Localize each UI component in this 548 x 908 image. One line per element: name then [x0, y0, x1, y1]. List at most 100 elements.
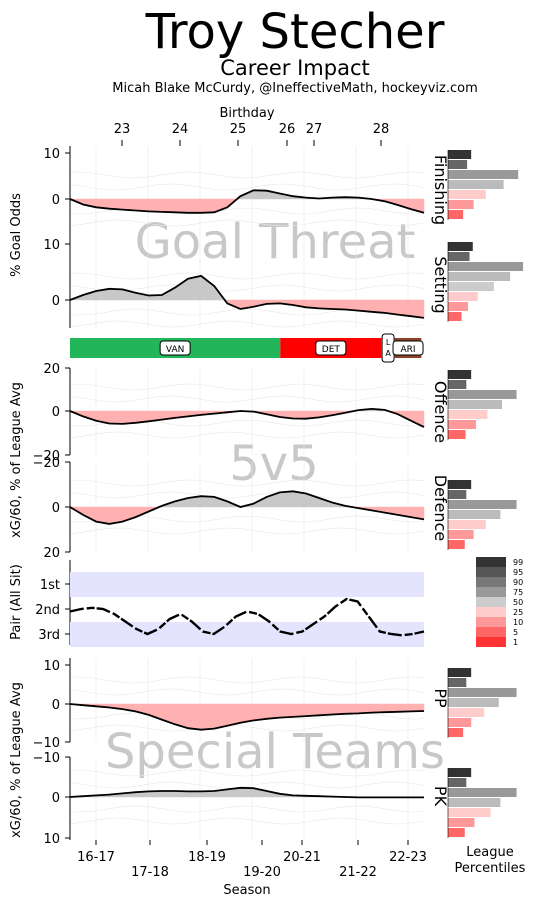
percentile-bar — [448, 410, 488, 419]
percentile-bar — [448, 688, 517, 697]
area-segment — [305, 703, 320, 717]
percentile-bar — [448, 160, 468, 169]
impact-line-pk — [69, 786, 424, 799]
birthday-tick-label: 25 — [230, 122, 247, 137]
area-segment — [187, 198, 202, 214]
area-segment — [279, 490, 294, 508]
season-tick-label: 22-23 — [389, 850, 427, 865]
percentile-bar — [448, 210, 464, 219]
area-segment — [187, 703, 202, 731]
legend-label: 75 — [513, 588, 523, 597]
area-segment — [213, 703, 228, 729]
background-trace — [69, 320, 425, 328]
percentile-bar — [448, 728, 464, 737]
percentile-bar — [448, 190, 486, 199]
area-segment — [200, 198, 215, 214]
area-segment — [82, 506, 97, 523]
percentile-bar — [448, 798, 501, 807]
legend-swatch — [476, 637, 506, 647]
y-tick-label: 0 — [52, 193, 60, 208]
section-label-5v5: 5v5 — [229, 436, 318, 492]
background-trace — [69, 676, 425, 684]
area-segment — [253, 703, 267, 721]
pair-tick-label: 3rd — [38, 628, 60, 643]
legend-title-line2: Percentiles — [455, 861, 526, 876]
player-title: Troy Stecher — [145, 4, 445, 60]
impact-line-setting — [69, 274, 425, 319]
percentile-bar — [448, 312, 462, 321]
area-segment — [122, 198, 136, 211]
birthday-tick-label: 28 — [373, 122, 390, 137]
area-segment — [122, 410, 136, 425]
panel-label-defence: Defence — [431, 475, 450, 541]
percentile-bar — [448, 242, 473, 251]
y-tick-label: 10 — [43, 147, 60, 162]
background-trace — [69, 724, 425, 732]
team-badge-label: DET — [322, 345, 341, 355]
area-segment — [174, 278, 189, 301]
first-pair-band — [70, 572, 424, 597]
legend-label: 99 — [513, 558, 523, 567]
percentile-bar — [448, 490, 467, 499]
percentile-bar — [448, 272, 511, 281]
legend-swatch — [476, 597, 506, 607]
y-axis-label: xG/60, % of League Avg — [9, 382, 24, 538]
y-tick-label: 0 — [52, 501, 60, 516]
y-axis-label: xG/60, % of League Avg — [9, 682, 24, 838]
impact-line-finishing — [69, 189, 425, 214]
birthday-tick-label: 27 — [306, 122, 323, 137]
percentile-bar — [448, 540, 465, 549]
y-tick-label: 10 — [43, 832, 60, 847]
area-segment — [331, 703, 346, 715]
impact-line-defence — [69, 490, 425, 525]
area-segment — [266, 703, 281, 720]
percentile-bar — [448, 510, 501, 519]
team-badge-label: L — [386, 338, 391, 347]
percentile-bar — [448, 808, 491, 817]
legend-label: 25 — [513, 608, 523, 617]
percentile-bar — [448, 708, 485, 717]
y-tick-label: 0 — [52, 791, 60, 806]
season-tick-label: 17-18 — [131, 865, 169, 880]
legend-label: 1 — [513, 638, 518, 647]
legend-swatch — [476, 567, 506, 577]
panel-label-finishing: Finishing — [431, 155, 450, 225]
background-trace — [69, 171, 425, 179]
percentile-bar — [448, 302, 468, 311]
section-label-special-teams: Special Teams — [105, 724, 445, 780]
panel-label-pk: PK — [431, 786, 450, 807]
chart-credit: Micah Blake McCurdy, @IneffectiveMath, h… — [112, 81, 478, 96]
season-tick-label: 19-20 — [243, 865, 281, 880]
y-tick-label: 0 — [52, 405, 60, 420]
y-axis-label: % Goal Odds — [9, 193, 24, 277]
area-segment — [345, 703, 359, 715]
percentile-bar — [448, 380, 467, 389]
y-tick-label: 10 — [43, 659, 60, 674]
area-segment — [292, 703, 307, 718]
y-tick-label: 20 — [43, 362, 60, 377]
legend-label: 90 — [513, 578, 523, 587]
area-segment — [318, 703, 333, 716]
team-badge — [392, 340, 424, 356]
chart-subtitle: Career Impact — [220, 56, 369, 80]
legend-swatch — [476, 557, 506, 567]
season-tick-label: 21-22 — [339, 865, 377, 880]
panel-label-setting: Setting — [431, 256, 450, 313]
percentile-bar — [448, 282, 494, 291]
birthday-tick-label: 24 — [172, 122, 189, 137]
legend-label: 5 — [513, 628, 518, 637]
percentile-bar — [448, 678, 467, 687]
y-tick-label: −20 — [33, 449, 60, 464]
impact-line-pp — [69, 703, 425, 731]
area-segment — [240, 787, 254, 798]
area-segment — [410, 410, 425, 428]
area-segment — [135, 198, 149, 212]
area-segment — [397, 299, 412, 317]
birthday-tick-label: 26 — [279, 122, 296, 137]
percentile-bar — [448, 262, 524, 271]
percentile-bar — [448, 180, 504, 189]
area-segment — [200, 703, 215, 731]
birthday-tick-label: 23 — [114, 122, 131, 137]
